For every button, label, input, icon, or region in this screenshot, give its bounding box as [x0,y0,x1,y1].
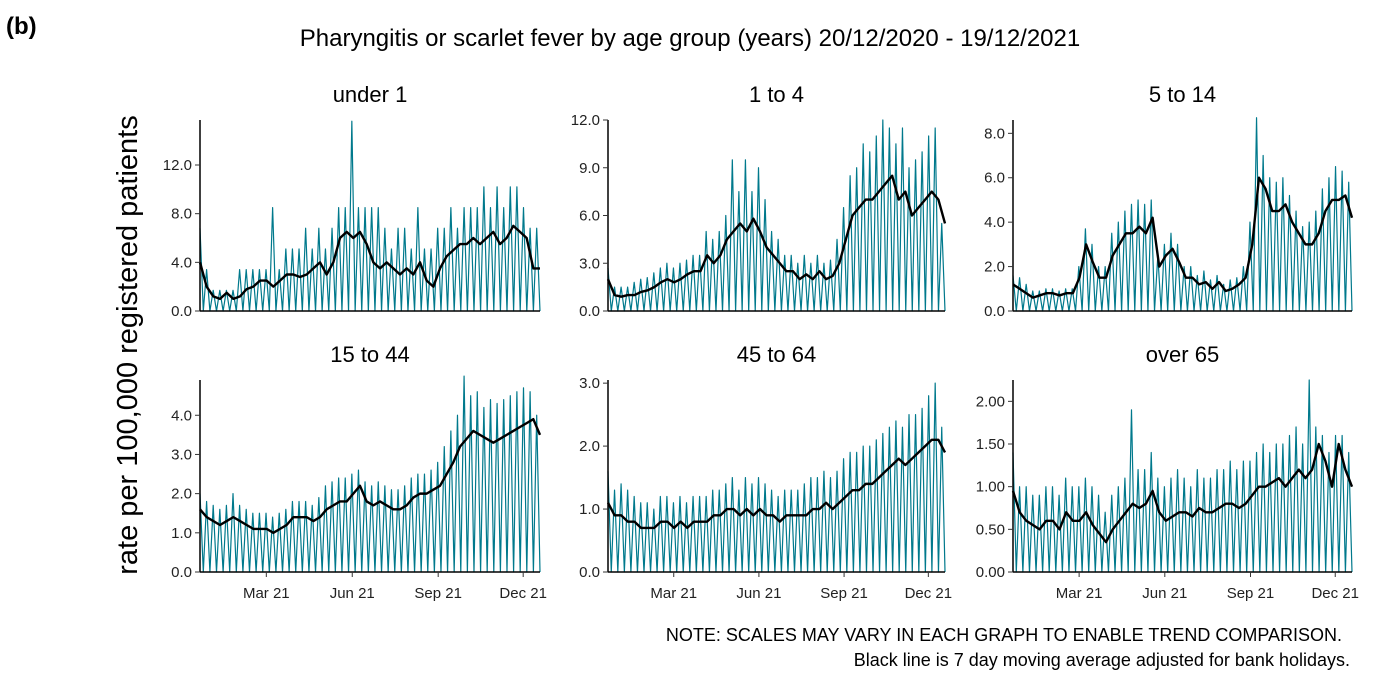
panel-title: over 65 [1146,342,1219,367]
y-tick-label: 1.00 [976,479,1005,496]
y-tick-label: 0.0 [579,564,600,581]
chart-title: Pharyngitis or scarlet fever by age grou… [300,25,1080,52]
daily-line [1012,117,1353,312]
note: Black line is 7 day moving average adjus… [854,650,1350,670]
moving-average-line [1012,176,1354,299]
x-tick-label: Mar 21 [243,585,290,602]
y-tick-label: 6.0 [579,208,600,225]
y-tick-label: 2.00 [976,393,1005,410]
y-tick-label: 4.0 [171,254,192,271]
y-tick-label: 0.0 [171,564,192,581]
x-tick-label: Jun 21 [736,585,781,602]
note: NOTE: SCALES MAY VARY IN EACH GRAPH TO E… [666,625,1342,645]
y-tick-label: 12.0 [163,157,192,174]
y-tick-label: 0.0 [984,303,1005,320]
y-tick-label: 2.0 [579,438,600,455]
moving-average-line [1011,442,1354,544]
daily-line [199,120,541,312]
y-tick-label: 0.0 [171,303,192,320]
x-tick-label: Sep 21 [414,585,462,602]
panel-title: under 1 [333,82,408,107]
y-tick-label: 2.0 [984,259,1005,276]
y-tick-label: 3.0 [171,446,192,463]
moving-average-line [198,224,540,301]
y-axis-label: rate per 100,000 registered patients [112,115,144,574]
x-tick-label: Mar 21 [650,585,697,602]
panel-title: 45 to 64 [737,342,817,367]
x-tick-label: Jun 21 [330,585,375,602]
y-tick-label: 2.0 [171,486,192,503]
daily-line [607,382,946,573]
panel-title: 5 to 14 [1149,82,1216,107]
y-tick-label: 0.00 [976,564,1005,581]
moving-average-line [199,417,542,535]
y-tick-label: 9.0 [579,160,600,177]
y-tick-label: 8.0 [984,125,1005,142]
y-tick-label: 4.0 [984,214,1005,231]
panel-title: 1 to 4 [749,82,804,107]
daily-line [199,375,541,573]
x-tick-label: Sep 21 [820,585,868,602]
y-tick-label: 8.0 [171,206,192,223]
y-tick-label: 1.0 [579,501,600,518]
daily-line [607,119,946,312]
y-tick-label: 3.0 [579,375,600,392]
x-tick-label: Dec 21 [905,585,953,602]
panel-title: 15 to 44 [330,342,410,367]
y-tick-label: 1.50 [976,436,1005,453]
x-tick-label: Dec 21 [1311,585,1359,602]
y-tick-label: 4.0 [171,407,192,424]
x-tick-label: Mar 21 [1056,585,1103,602]
y-tick-label: 1.0 [171,525,192,542]
y-tick-label: 12.0 [571,112,600,129]
x-tick-label: Sep 21 [1227,585,1275,602]
x-tick-label: Dec 21 [499,585,547,602]
panel-label: (b) [6,13,37,40]
moving-average-line [606,174,947,298]
y-tick-label: 0.0 [579,303,600,320]
daily-line [1012,379,1353,573]
y-tick-label: 3.0 [579,255,600,272]
y-tick-label: 6.0 [984,170,1005,187]
y-tick-label: 0.50 [976,521,1005,538]
moving-average-line [606,438,947,530]
x-tick-label: Jun 21 [1142,585,1187,602]
